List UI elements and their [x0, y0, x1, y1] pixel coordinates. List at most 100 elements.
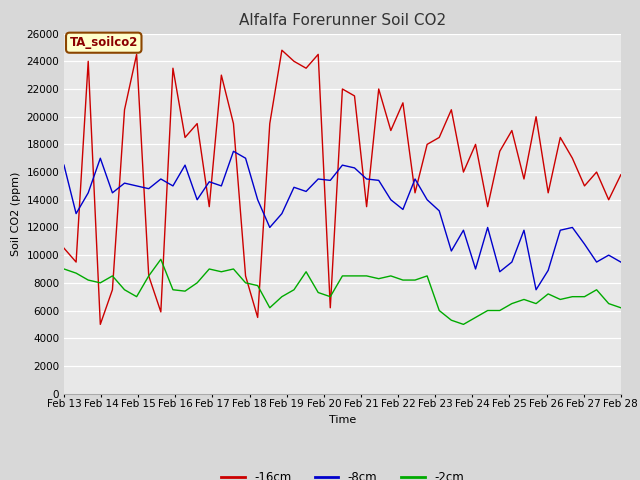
- -8cm: [617, 259, 625, 265]
- -8cm: [545, 267, 552, 273]
- -8cm: [520, 228, 528, 233]
- -2cm: [218, 269, 225, 275]
- -8cm: [157, 176, 164, 182]
- -16cm: [169, 65, 177, 71]
- -16cm: [290, 59, 298, 64]
- -8cm: [181, 162, 189, 168]
- -16cm: [314, 51, 322, 57]
- -2cm: [387, 273, 395, 279]
- -2cm: [302, 269, 310, 275]
- -8cm: [339, 162, 346, 168]
- -16cm: [460, 169, 467, 175]
- -16cm: [399, 100, 407, 106]
- -16cm: [72, 259, 80, 265]
- -2cm: [60, 266, 68, 272]
- -2cm: [580, 294, 588, 300]
- -16cm: [181, 134, 189, 140]
- -2cm: [145, 273, 152, 279]
- -2cm: [363, 273, 371, 279]
- -16cm: [351, 93, 358, 99]
- -2cm: [339, 273, 346, 279]
- -8cm: [266, 225, 274, 230]
- -2cm: [460, 322, 467, 327]
- -16cm: [218, 72, 225, 78]
- -8cm: [60, 162, 68, 168]
- -16cm: [423, 142, 431, 147]
- -8cm: [193, 197, 201, 203]
- -16cm: [496, 148, 504, 154]
- -8cm: [72, 211, 80, 216]
- -2cm: [472, 314, 479, 320]
- -2cm: [568, 294, 576, 300]
- -16cm: [363, 204, 371, 210]
- -8cm: [580, 241, 588, 247]
- -16cm: [266, 120, 274, 126]
- -8cm: [218, 183, 225, 189]
- -2cm: [121, 287, 129, 293]
- -8cm: [593, 259, 600, 265]
- Text: TA_soilco2: TA_soilco2: [70, 36, 138, 49]
- -2cm: [157, 256, 164, 262]
- -2cm: [508, 300, 516, 306]
- -16cm: [435, 134, 443, 140]
- -16cm: [254, 314, 262, 320]
- -8cm: [375, 178, 383, 183]
- -8cm: [423, 197, 431, 203]
- -8cm: [314, 176, 322, 182]
- -8cm: [568, 225, 576, 230]
- -16cm: [568, 156, 576, 161]
- -16cm: [205, 204, 213, 210]
- -2cm: [242, 280, 250, 286]
- -16cm: [532, 114, 540, 120]
- -8cm: [302, 189, 310, 194]
- -2cm: [132, 294, 140, 300]
- -8cm: [121, 180, 129, 186]
- -16cm: [605, 197, 612, 203]
- -16cm: [617, 172, 625, 178]
- -2cm: [605, 300, 612, 306]
- -16cm: [520, 176, 528, 182]
- -8cm: [132, 183, 140, 189]
- -16cm: [84, 59, 92, 64]
- -8cm: [447, 248, 455, 254]
- -16cm: [375, 86, 383, 92]
- -16cm: [278, 48, 285, 53]
- -8cm: [205, 179, 213, 185]
- -16cm: [109, 287, 116, 293]
- -16cm: [302, 65, 310, 71]
- -2cm: [314, 289, 322, 295]
- -2cm: [193, 280, 201, 286]
- -16cm: [242, 273, 250, 279]
- Line: -2cm: -2cm: [64, 259, 621, 324]
- -8cm: [351, 165, 358, 171]
- -8cm: [484, 225, 492, 230]
- -16cm: [472, 142, 479, 147]
- -2cm: [520, 297, 528, 302]
- -8cm: [290, 184, 298, 190]
- -16cm: [326, 305, 334, 311]
- -16cm: [121, 107, 129, 113]
- -16cm: [97, 322, 104, 327]
- -16cm: [484, 204, 492, 210]
- -8cm: [532, 287, 540, 293]
- -2cm: [532, 300, 540, 306]
- -8cm: [435, 208, 443, 214]
- Y-axis label: Soil CO2 (ppm): Soil CO2 (ppm): [11, 171, 21, 256]
- -2cm: [230, 266, 237, 272]
- -16cm: [556, 134, 564, 140]
- -2cm: [181, 288, 189, 294]
- -2cm: [84, 277, 92, 283]
- -8cm: [254, 197, 262, 203]
- -2cm: [290, 287, 298, 293]
- -16cm: [157, 309, 164, 315]
- -2cm: [411, 277, 419, 283]
- -2cm: [266, 305, 274, 311]
- -8cm: [605, 252, 612, 258]
- -2cm: [326, 294, 334, 300]
- -8cm: [411, 176, 419, 182]
- -2cm: [556, 297, 564, 302]
- -16cm: [580, 183, 588, 189]
- -16cm: [447, 107, 455, 113]
- -8cm: [242, 156, 250, 161]
- -8cm: [399, 206, 407, 212]
